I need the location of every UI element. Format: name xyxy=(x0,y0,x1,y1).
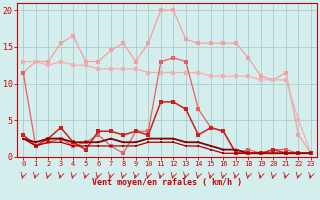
X-axis label: Vent moyen/en rafales ( km/h ): Vent moyen/en rafales ( km/h ) xyxy=(92,178,242,187)
